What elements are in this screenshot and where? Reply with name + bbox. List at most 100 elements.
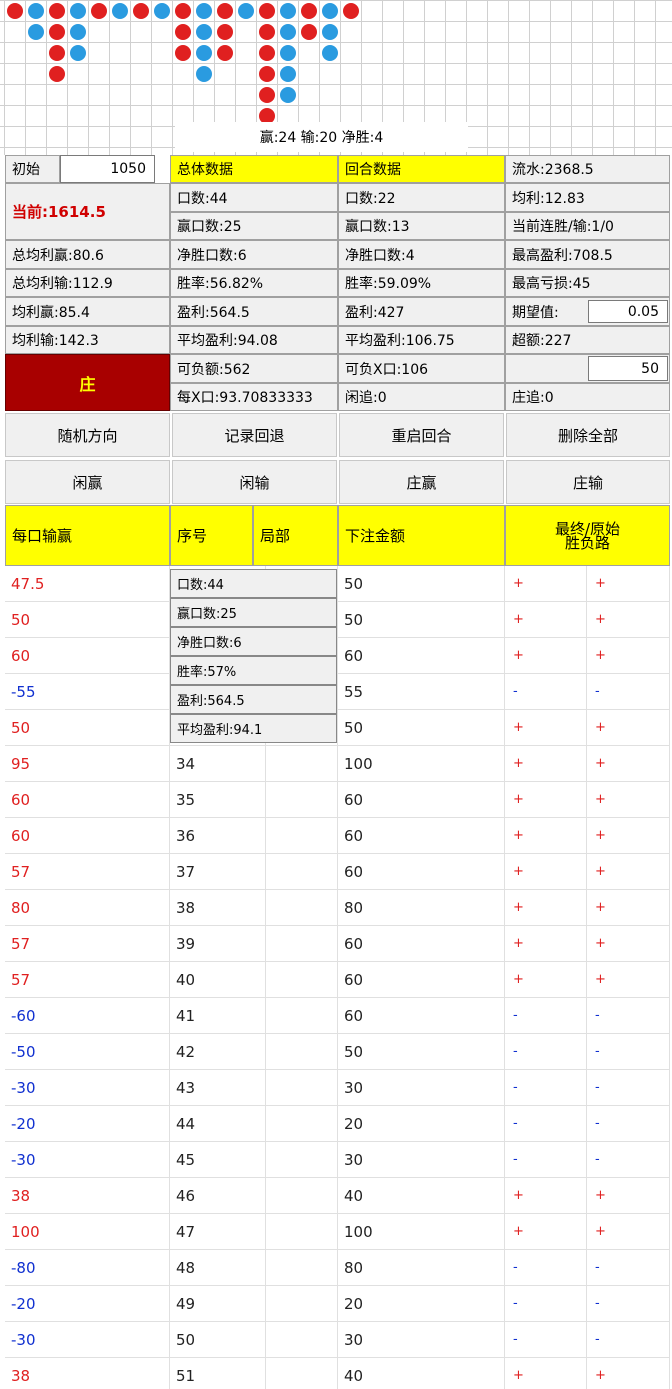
final-result: + (505, 854, 587, 890)
final-result: + (505, 782, 587, 818)
road-dot (70, 3, 86, 19)
popup-item: 净胜口数:6 (170, 627, 337, 656)
bet-amount: 60 (338, 854, 505, 890)
win-loss: 60 (5, 638, 170, 674)
final-result: + (505, 638, 587, 674)
bet-amount: 30 (338, 1142, 505, 1178)
action-button[interactable]: 随机方向 (5, 413, 170, 457)
local-cell (266, 854, 338, 890)
action-button[interactable]: 删除全部 (506, 413, 670, 457)
road-dot (301, 3, 317, 19)
final-result: + (505, 818, 587, 854)
extra-input[interactable]: 50 (588, 356, 668, 381)
local-cell (266, 1178, 338, 1214)
total-stat: 赢口数:25 (170, 212, 338, 240)
round-header: 回合数据 (338, 155, 505, 183)
road-dot (259, 66, 275, 82)
bet-amount: 30 (338, 1070, 505, 1106)
final-result: - (505, 1070, 587, 1106)
win-loss: 80 (5, 890, 170, 926)
original-result: - (587, 1142, 670, 1178)
action-button[interactable]: 闲赢 (5, 460, 170, 504)
round-stat: 赢口数:13 (338, 212, 505, 240)
total-stat: 平均盈利:94.08 (170, 326, 338, 354)
final-result: + (505, 962, 587, 998)
final-result: + (505, 890, 587, 926)
local-cell (266, 998, 338, 1034)
action-button[interactable]: 庄输 (506, 460, 670, 504)
win-loss: 57 (5, 854, 170, 890)
banker-chase: 庄追:0 (505, 383, 670, 411)
final-result: - (505, 1106, 587, 1142)
sequence: 37 (170, 854, 266, 890)
table-header: 下注金额 (338, 505, 505, 566)
original-result: + (587, 926, 670, 962)
road-dot (91, 3, 107, 19)
road-dot (280, 66, 296, 82)
action-button[interactable]: 闲输 (172, 460, 337, 504)
sequence: 46 (170, 1178, 266, 1214)
action-button[interactable]: 记录回退 (172, 413, 337, 457)
round-stat: 口数:22 (338, 183, 505, 212)
local-cell (266, 1286, 338, 1322)
bet-amount: 100 (338, 746, 505, 782)
round-stat: 平均盈利:106.75 (338, 326, 505, 354)
sequence: 47 (170, 1214, 266, 1250)
win-loss: 57 (5, 962, 170, 998)
final-result: + (505, 1178, 587, 1214)
bet-amount: 40 (338, 1358, 505, 1389)
initial-input[interactable]: 1050 (60, 155, 155, 183)
road-dot (259, 45, 275, 61)
total-stat: 口数:44 (170, 183, 338, 212)
road-dot (343, 3, 359, 19)
bet-amount: 40 (338, 1178, 505, 1214)
local-cell (266, 1322, 338, 1358)
sequence: 45 (170, 1142, 266, 1178)
road-dot (70, 24, 86, 40)
local-cell (266, 1034, 338, 1070)
road-summary: 赢:24 输:20 净胜:4 (175, 122, 468, 152)
sequence: 44 (170, 1106, 266, 1142)
right-stat: 最高亏损:45 (505, 269, 670, 297)
bet-amount: 50 (338, 1034, 505, 1070)
final-result: + (505, 1358, 587, 1389)
sequence: 38 (170, 890, 266, 926)
road-dot (49, 66, 65, 82)
final-result: + (505, 710, 587, 746)
original-result: + (587, 818, 670, 854)
bet-amount: 20 (338, 1286, 505, 1322)
original-result: + (587, 710, 670, 746)
expect-input[interactable]: 0.05 (588, 300, 668, 323)
bet-amount: 60 (338, 998, 505, 1034)
sequence: 49 (170, 1286, 266, 1322)
sequence: 48 (170, 1250, 266, 1286)
road-dot (28, 3, 44, 19)
final-result: + (505, 746, 587, 782)
popup-item: 平均盈利:94.1 (170, 714, 337, 743)
final-result: - (505, 674, 587, 710)
bet-amount: 50 (338, 602, 505, 638)
original-result: + (587, 1178, 670, 1214)
win-loss: 50 (5, 710, 170, 746)
win-loss: -60 (5, 998, 170, 1034)
win-loss: 60 (5, 782, 170, 818)
win-loss: -55 (5, 674, 170, 710)
banker-button[interactable]: 庄 (5, 354, 170, 411)
final-result: - (505, 1286, 587, 1322)
action-button[interactable]: 庄赢 (339, 460, 504, 504)
original-result: - (587, 1034, 670, 1070)
original-result: - (587, 1106, 670, 1142)
action-button[interactable]: 重启回合 (339, 413, 504, 457)
win-loss: -20 (5, 1106, 170, 1142)
popup-item: 盈利:564.5 (170, 685, 337, 714)
excess-stat: 超额:227 (505, 326, 670, 354)
original-result: + (587, 1214, 670, 1250)
road-dot (280, 87, 296, 103)
sequence: 39 (170, 926, 266, 962)
road-dot (49, 3, 65, 19)
left-stat: 均利赢:85.4 (5, 297, 170, 326)
original-result: - (587, 1286, 670, 1322)
bet-amount: 60 (338, 782, 505, 818)
final-result: - (505, 1250, 587, 1286)
